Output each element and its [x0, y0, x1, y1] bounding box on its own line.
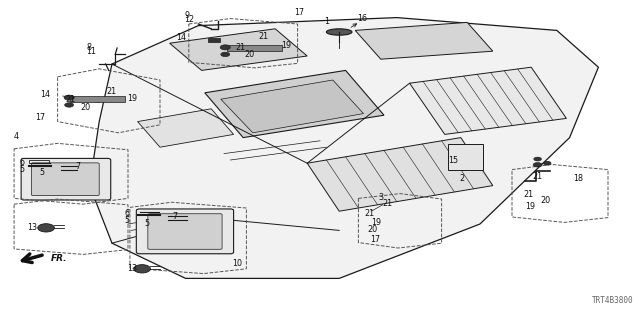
Text: 21: 21 — [532, 172, 543, 181]
Text: 21: 21 — [65, 95, 76, 104]
Text: 20: 20 — [367, 225, 378, 234]
Text: 17: 17 — [371, 235, 381, 244]
Text: TRT4B3800: TRT4B3800 — [592, 296, 634, 305]
Circle shape — [543, 161, 551, 165]
Text: 9: 9 — [184, 11, 189, 20]
Text: 11: 11 — [86, 47, 97, 56]
Circle shape — [134, 265, 150, 273]
Text: 15: 15 — [448, 156, 458, 165]
FancyBboxPatch shape — [136, 209, 234, 254]
Text: 21: 21 — [364, 209, 374, 218]
Text: 5: 5 — [144, 219, 149, 228]
Text: 6: 6 — [19, 158, 24, 167]
Text: 21: 21 — [236, 43, 246, 52]
Text: 5: 5 — [19, 165, 24, 174]
FancyBboxPatch shape — [21, 158, 111, 200]
Text: 6: 6 — [124, 209, 129, 218]
Text: 14: 14 — [40, 90, 51, 99]
Circle shape — [38, 224, 54, 232]
Text: 19: 19 — [525, 202, 535, 211]
Polygon shape — [90, 18, 598, 278]
Text: 21: 21 — [259, 32, 269, 41]
Bar — [227, 45, 282, 51]
Text: 4: 4 — [14, 132, 19, 141]
Text: 21: 21 — [524, 190, 534, 199]
Bar — [70, 96, 125, 102]
Ellipse shape — [326, 29, 352, 35]
Text: 19: 19 — [371, 218, 381, 227]
Circle shape — [221, 52, 230, 57]
Text: 10: 10 — [232, 259, 242, 268]
Polygon shape — [410, 67, 566, 134]
Text: 13: 13 — [27, 223, 37, 232]
Text: 21: 21 — [106, 87, 116, 96]
Text: 5: 5 — [40, 168, 45, 177]
Polygon shape — [355, 22, 493, 59]
Bar — [448, 144, 483, 170]
Text: 3: 3 — [379, 193, 384, 202]
Text: 7: 7 — [76, 162, 81, 171]
Text: FR.: FR. — [51, 254, 68, 263]
Text: 16: 16 — [357, 14, 367, 23]
Text: 14: 14 — [176, 33, 186, 42]
Text: 17: 17 — [294, 8, 305, 17]
Polygon shape — [138, 109, 234, 147]
Circle shape — [65, 103, 74, 107]
Text: 18: 18 — [573, 174, 583, 183]
Polygon shape — [205, 70, 384, 138]
Polygon shape — [221, 80, 364, 133]
Text: 17: 17 — [35, 113, 45, 122]
Text: 2: 2 — [460, 174, 465, 183]
Circle shape — [534, 157, 541, 161]
Text: 5: 5 — [124, 216, 129, 225]
Text: 8: 8 — [86, 43, 92, 52]
Bar — [29, 160, 49, 163]
Text: 21: 21 — [383, 199, 393, 208]
Circle shape — [220, 45, 230, 50]
Circle shape — [64, 95, 74, 100]
Bar — [208, 38, 220, 42]
Text: 20: 20 — [80, 103, 90, 112]
Text: 12: 12 — [184, 15, 195, 24]
FancyBboxPatch shape — [31, 163, 99, 196]
Circle shape — [533, 163, 542, 167]
Polygon shape — [307, 138, 493, 211]
Text: 19: 19 — [127, 94, 137, 103]
Polygon shape — [170, 29, 307, 70]
FancyBboxPatch shape — [148, 214, 222, 249]
Text: 1: 1 — [324, 17, 330, 26]
Text: 20: 20 — [540, 196, 550, 205]
Text: 19: 19 — [282, 41, 292, 50]
Text: 7: 7 — [173, 212, 178, 221]
Text: 20: 20 — [244, 50, 255, 59]
Text: 13: 13 — [127, 264, 137, 273]
